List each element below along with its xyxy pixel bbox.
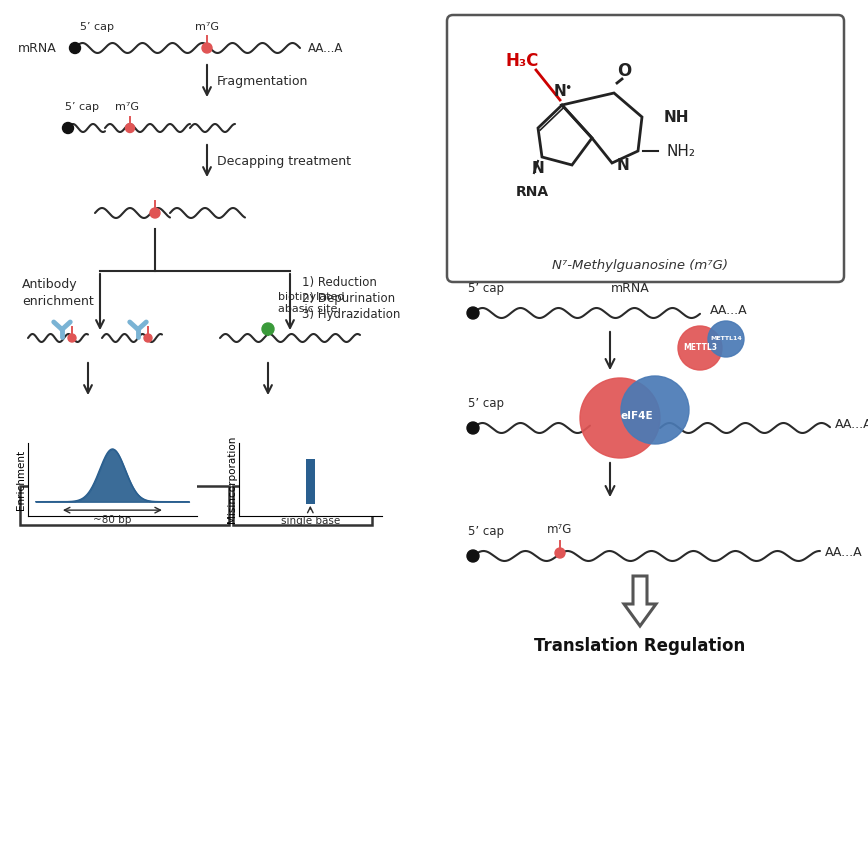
Text: O: O — [617, 62, 631, 80]
Text: mRNA: mRNA — [18, 42, 56, 55]
Circle shape — [69, 43, 81, 54]
Text: Translation Regulation: Translation Regulation — [535, 637, 746, 655]
Y-axis label: Misincorporation: Misincorporation — [227, 436, 237, 523]
Text: N: N — [617, 157, 630, 173]
Text: m⁷G: m⁷G — [115, 102, 139, 112]
Text: m⁷G-seq: m⁷G-seq — [267, 498, 337, 514]
Circle shape — [708, 321, 744, 357]
Text: 2) Depurination: 2) Depurination — [302, 292, 395, 305]
Text: 1) Reduction: 1) Reduction — [302, 276, 377, 289]
Text: eIF4E: eIF4E — [621, 411, 654, 421]
Text: METTL3: METTL3 — [683, 344, 717, 352]
Text: AA...A: AA...A — [710, 304, 747, 317]
Text: ~80 bp: ~80 bp — [93, 516, 132, 525]
Circle shape — [150, 208, 160, 218]
Circle shape — [580, 378, 660, 458]
Circle shape — [126, 123, 135, 133]
Circle shape — [467, 422, 479, 434]
Text: 5’ cap: 5’ cap — [65, 102, 99, 112]
Circle shape — [678, 326, 722, 370]
Text: m⁷G-MeRIP-seq: m⁷G-MeRIP-seq — [61, 498, 187, 514]
Y-axis label: Enrichment: Enrichment — [16, 450, 26, 510]
Text: 5’ cap: 5’ cap — [468, 282, 504, 295]
Text: 5’ cap: 5’ cap — [468, 397, 504, 410]
Text: 3) Hydrazidation: 3) Hydrazidation — [302, 308, 400, 321]
Text: biotinylated
abasic site: biotinylated abasic site — [278, 292, 345, 314]
Text: mRNA: mRNA — [610, 282, 649, 295]
Circle shape — [68, 334, 76, 342]
Text: METTL14: METTL14 — [710, 337, 742, 341]
Circle shape — [202, 43, 212, 53]
Circle shape — [262, 323, 274, 335]
Text: 5’ cap: 5’ cap — [468, 525, 504, 538]
Text: 5’ cap: 5’ cap — [80, 22, 114, 32]
Text: m⁷G: m⁷G — [548, 523, 573, 536]
Polygon shape — [624, 576, 656, 626]
Circle shape — [621, 376, 689, 444]
Text: NH: NH — [664, 109, 689, 124]
Text: Decapping treatment: Decapping treatment — [217, 155, 351, 168]
Text: m⁷G: m⁷G — [195, 22, 219, 32]
Text: H₃C: H₃C — [505, 52, 539, 70]
Text: AA...A: AA...A — [835, 418, 868, 431]
Text: •: • — [564, 82, 572, 95]
Circle shape — [555, 548, 565, 558]
FancyBboxPatch shape — [20, 486, 229, 525]
FancyBboxPatch shape — [233, 486, 372, 525]
Circle shape — [62, 122, 74, 134]
Text: Antibody
enrichment: Antibody enrichment — [22, 278, 94, 308]
Circle shape — [467, 550, 479, 562]
FancyBboxPatch shape — [447, 15, 844, 282]
Circle shape — [144, 334, 152, 342]
Text: N: N — [531, 161, 544, 176]
Text: N⁷-Methylguanosine (m⁷G): N⁷-Methylguanosine (m⁷G) — [552, 259, 728, 272]
Text: single base: single base — [280, 516, 340, 526]
Text: AA...A: AA...A — [825, 547, 863, 560]
Text: RNA: RNA — [516, 185, 549, 199]
Text: Fragmentation: Fragmentation — [217, 75, 308, 88]
Text: AA...A: AA...A — [308, 42, 344, 55]
Circle shape — [467, 307, 479, 319]
Bar — [306, 458, 314, 503]
Text: N: N — [554, 84, 567, 99]
Text: NH₂: NH₂ — [666, 143, 695, 159]
